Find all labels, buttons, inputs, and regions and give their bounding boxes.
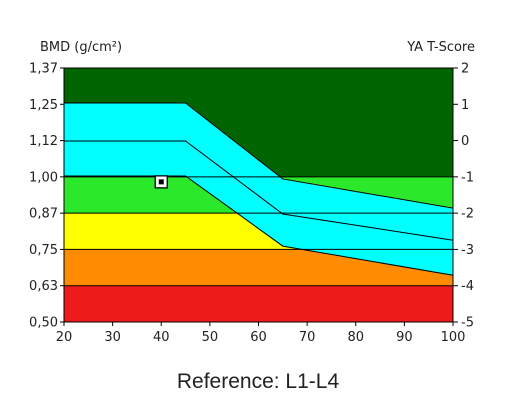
band-red	[64, 285, 453, 322]
x-tick-label: 50	[202, 330, 219, 345]
patient-marker	[154, 175, 168, 189]
x-tick-label: 90	[396, 330, 413, 345]
y-left-tick-label: 1,37	[29, 62, 58, 77]
y-left-tick-label: 1,25	[29, 98, 58, 113]
x-tick-label: 100	[441, 330, 466, 345]
y-left-tick-label: 0,75	[29, 243, 58, 258]
y-axis-right: 2 1 0 -1 -2 -3 -4 -5	[453, 62, 474, 331]
y-left-tick-label: 0,87	[29, 207, 58, 222]
reference-caption: Reference: L1-L4	[177, 370, 340, 393]
patient-marker-dot	[158, 179, 164, 185]
x-tick-label: 20	[56, 330, 73, 345]
y-axis-right-title: YA T-Score	[406, 40, 475, 55]
y-right-tick-label: -1	[461, 170, 474, 185]
y-right-tick-label: 0	[461, 134, 469, 149]
y-right-tick-label: -5	[461, 316, 474, 331]
x-tick-label: 80	[347, 330, 364, 345]
y-right-tick-label: -3	[461, 243, 474, 258]
y-left-tick-label: 1,12	[29, 134, 58, 149]
y-left-tick-label: 0,63	[29, 279, 58, 294]
x-axis: 20 30 40 50 60 70 80 90 100	[56, 322, 466, 345]
reference-mean-line	[64, 140, 454, 241]
y-left-tick-label: 1,00	[29, 170, 58, 185]
y-right-tick-label: -2	[461, 207, 474, 222]
x-tick-label: 30	[104, 330, 121, 345]
x-tick-label: 70	[299, 330, 316, 345]
y-right-tick-label: 2	[461, 62, 469, 77]
y-axis-left: 1,37 1,25 1,12 1,00 0,87 0,75 0,63 0,50	[29, 62, 64, 331]
y-axis-left-title: BMD (g/cm²)	[40, 40, 122, 55]
y-left-tick-label: 0,50	[29, 316, 58, 331]
x-tick-label: 40	[153, 330, 170, 345]
y-right-tick-label: 1	[461, 98, 469, 113]
y-right-tick-label: -4	[461, 279, 474, 294]
band-boundary-lines	[64, 176, 453, 287]
x-tick-label: 60	[250, 330, 267, 345]
